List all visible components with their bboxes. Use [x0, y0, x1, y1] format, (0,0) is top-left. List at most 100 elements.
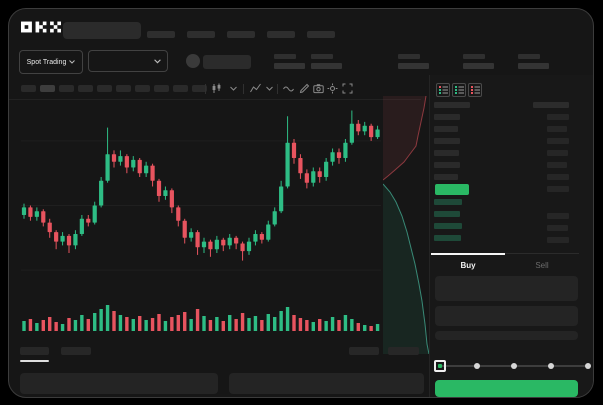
slider-stop-75pct[interactable]	[548, 363, 554, 369]
chart-toolbar	[9, 79, 421, 100]
last-price-placeholder	[203, 55, 251, 69]
history-filter-1[interactable]	[349, 347, 379, 355]
slider-stop-25pct[interactable]	[474, 363, 480, 369]
bid-price[interactable]	[434, 211, 460, 217]
chevron-down-icon	[69, 60, 76, 64]
nav-item-1[interactable]	[147, 31, 175, 38]
stat-group-4	[463, 54, 494, 69]
stat-value	[274, 63, 305, 69]
history-row-placeholder-2	[229, 373, 424, 394]
screenshot-icon[interactable]	[313, 83, 324, 94]
draw-tool-icon[interactable]	[299, 83, 310, 94]
chart-style-chevron-icon[interactable]	[229, 83, 240, 94]
ask-price[interactable]	[434, 138, 460, 144]
ask-amount	[547, 162, 567, 168]
timeframe-pill-8[interactable]	[154, 85, 169, 92]
book-all-icon[interactable]	[436, 83, 450, 97]
order-input-1[interactable]	[435, 276, 578, 301]
tab-buy[interactable]: Buy	[431, 253, 505, 271]
timeframe-pill-6[interactable]	[116, 85, 131, 92]
slider-stop-100pct[interactable]	[585, 363, 591, 369]
volume-bars	[22, 305, 380, 331]
fullscreen-icon[interactable]	[342, 83, 353, 94]
line-tool-icon[interactable]	[283, 83, 294, 94]
toolbar-divider	[243, 84, 244, 94]
nav-item-2[interactable]	[187, 31, 215, 38]
history-tab-2[interactable]	[61, 347, 91, 355]
stat-value	[398, 63, 429, 69]
ask-amount	[547, 174, 569, 180]
stat-group-3	[398, 54, 429, 69]
depth-chart	[383, 96, 429, 354]
toolbar-divider	[205, 84, 206, 94]
bid-amount	[547, 237, 569, 243]
orderbook-col-header-price	[434, 102, 470, 108]
bid-price[interactable]	[434, 199, 462, 205]
candlestick-chart[interactable]	[21, 101, 381, 291]
tab-sell-label: Sell	[535, 261, 549, 270]
history-filter-2[interactable]	[388, 347, 419, 355]
ask-price[interactable]	[434, 162, 460, 168]
stat-label	[311, 54, 333, 59]
timeframe-pill-5[interactable]	[97, 85, 112, 92]
order-input-2[interactable]	[435, 306, 578, 326]
ask-amount	[547, 114, 569, 120]
slider-handle[interactable]	[434, 360, 446, 372]
timeframe-pill-10[interactable]	[192, 85, 207, 92]
pair-selector-dropdown[interactable]	[88, 50, 168, 72]
search-input[interactable]	[63, 22, 141, 39]
nav-item-5[interactable]	[307, 31, 335, 38]
book-bids-icon[interactable]	[452, 83, 466, 97]
history-row-placeholder-1	[20, 373, 218, 394]
buy-submit-button[interactable]	[435, 380, 578, 397]
slider-stop-50pct[interactable]	[511, 363, 517, 369]
bid-price[interactable]	[434, 223, 462, 229]
okx-logo	[21, 20, 61, 35]
timeframe-pill-7[interactable]	[135, 85, 150, 92]
stat-value	[311, 63, 342, 69]
chart-settings-icon[interactable]	[327, 83, 338, 94]
timeframe-pill-2[interactable]	[40, 85, 55, 92]
ask-price[interactable]	[434, 150, 459, 156]
timeframe-pill-4[interactable]	[78, 85, 93, 92]
app-window: Spot Trading	[8, 8, 594, 398]
ask-amount	[547, 126, 567, 132]
ask-price[interactable]	[434, 114, 460, 120]
timeframe-pill-3[interactable]	[59, 85, 74, 92]
timeframe-pill-9[interactable]	[173, 85, 188, 92]
nav-item-3[interactable]	[227, 31, 255, 38]
orderbook-col-header-amount	[533, 102, 569, 108]
ask-price[interactable]	[434, 174, 458, 180]
last-price-badge[interactable]	[435, 184, 469, 195]
timeframe-pill-1[interactable]	[21, 85, 36, 92]
book-asks-icon[interactable]	[468, 83, 482, 97]
toolbar-divider	[277, 84, 278, 94]
indicator-icon[interactable]	[250, 83, 261, 94]
tab-sell[interactable]: Sell	[505, 254, 579, 271]
market-type-label: Spot Trading	[26, 58, 67, 66]
stat-group-2	[311, 54, 342, 69]
stat-label	[463, 54, 485, 59]
ask-price[interactable]	[434, 126, 458, 132]
slider-handle-fill	[438, 364, 442, 368]
tab-buy-label: Buy	[460, 261, 476, 270]
stat-value	[518, 63, 549, 69]
nav-item-4[interactable]	[267, 31, 295, 38]
buy-sell-tabs: Buy Sell	[431, 253, 579, 271]
bid-price[interactable]	[434, 235, 461, 241]
market-type-dropdown[interactable]: Spot Trading	[19, 50, 83, 74]
history-tab-1[interactable]	[20, 347, 49, 355]
order-input-3[interactable]	[435, 331, 578, 340]
stat-label	[518, 54, 540, 59]
chart-style-icon[interactable]	[211, 83, 222, 94]
coin-icon	[186, 54, 200, 68]
last-amount	[547, 186, 569, 192]
stat-value	[463, 63, 494, 69]
bid-amount	[547, 213, 569, 219]
ask-amount	[547, 138, 569, 144]
history-tab-active-indicator	[20, 360, 49, 362]
ask-amount	[547, 150, 568, 156]
indicator-chevron-icon[interactable]	[265, 83, 276, 94]
stat-label	[274, 54, 296, 59]
